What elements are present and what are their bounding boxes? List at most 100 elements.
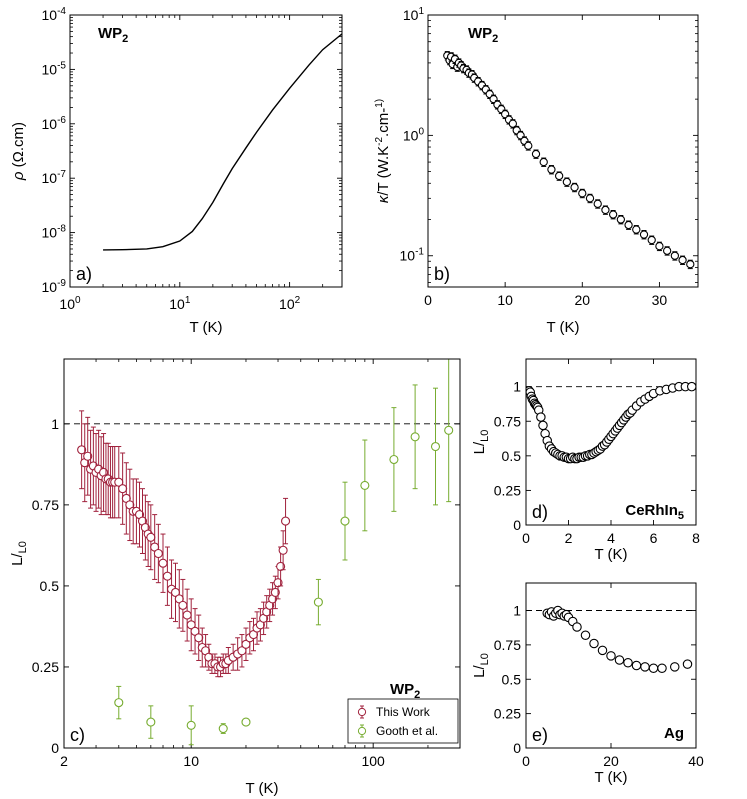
x-tick-label: 101 bbox=[169, 295, 191, 312]
legend-label: This Work bbox=[376, 705, 431, 719]
x-axis-label: T (K) bbox=[189, 319, 222, 336]
legend-label: Gooth et al. bbox=[376, 724, 438, 738]
series-1-point bbox=[606, 651, 616, 661]
panel-a: 100 101 102 10-9 10-8 10-7 10-6 10-5 10-4 a) WP2 T … bbox=[10, 6, 343, 336]
x-tick-label: 2 bbox=[565, 530, 573, 546]
legend-marker bbox=[357, 707, 367, 717]
series-1-point bbox=[77, 445, 87, 455]
series-1-point bbox=[578, 189, 587, 198]
series-1-point bbox=[538, 420, 548, 431]
y-axis-label: L/L0 bbox=[471, 430, 491, 455]
x-tick-label: 10 bbox=[497, 292, 513, 308]
series-1-point bbox=[585, 194, 595, 203]
panel-label: d) bbox=[532, 502, 548, 522]
annotation: WP2 bbox=[98, 25, 128, 45]
series-1-point bbox=[531, 149, 541, 159]
series-1-point bbox=[682, 659, 693, 669]
series-1-point bbox=[276, 561, 286, 572]
series-1-point bbox=[616, 215, 626, 224]
y-tick-label: 0.25 bbox=[494, 482, 521, 498]
y-tick-label: 0.75 bbox=[494, 637, 521, 653]
series-1-point bbox=[273, 578, 283, 588]
series-1-point bbox=[570, 183, 579, 192]
y-tick-label: 0.25 bbox=[494, 706, 521, 722]
series-2-point bbox=[313, 597, 323, 607]
y-tick-label: 1 bbox=[513, 379, 521, 395]
series-1-point bbox=[572, 622, 582, 632]
series-1-point bbox=[178, 600, 188, 610]
axes-frame bbox=[427, 14, 699, 288]
panel-label: a) bbox=[76, 264, 92, 284]
series-1-point bbox=[648, 663, 659, 673]
series-1-point bbox=[547, 165, 556, 174]
y-tick-label: 0 bbox=[51, 740, 59, 756]
series-1-point bbox=[623, 657, 633, 668]
x-axis-label: T (K) bbox=[546, 319, 579, 336]
x-tick-label: 100 bbox=[361, 753, 385, 769]
series-1-point bbox=[608, 210, 618, 219]
series-1-point bbox=[678, 255, 687, 265]
series-1-point bbox=[508, 119, 518, 128]
series-1-point bbox=[687, 381, 696, 392]
x-tick-label: 100 bbox=[59, 295, 81, 312]
x-tick-label: 2 bbox=[60, 753, 68, 769]
legend-box bbox=[347, 698, 459, 744]
panel-label: e) bbox=[532, 725, 548, 745]
series-1-point bbox=[593, 199, 602, 208]
plot-area bbox=[443, 51, 695, 270]
y-tick-label: 0.25 bbox=[32, 659, 59, 675]
annotation: WP2 bbox=[390, 681, 420, 701]
x-tick-label: 0 bbox=[424, 292, 432, 308]
axes-frame bbox=[525, 582, 697, 749]
y-axis-label: κ/T (W.K-2.cm-1) bbox=[374, 99, 392, 203]
y-tick-label: 10-9 bbox=[42, 278, 67, 295]
series-1-point bbox=[278, 545, 288, 555]
series-1-point bbox=[281, 516, 291, 526]
y-tick-label: 10-5 bbox=[42, 60, 67, 77]
y-tick-label: 1 bbox=[513, 603, 521, 619]
panel-d: 0 2 4 6 8 0 0.25 0.5 0.75 1 d) CeRhIn5 T (K) L/L0 bbox=[471, 358, 700, 563]
x-axis-label: T (K) bbox=[594, 546, 627, 563]
series-2-point bbox=[444, 425, 454, 435]
x-tick-label: 6 bbox=[650, 530, 658, 546]
series-1-point bbox=[580, 630, 591, 640]
series-1-point bbox=[624, 220, 633, 230]
x-tick-label: 20 bbox=[574, 292, 590, 308]
series-2-point bbox=[389, 454, 399, 465]
panel-e: 0 20 40 0 0.25 0.5 0.75 1 e) Ag T (K) L/L0 bbox=[471, 582, 704, 786]
y-tick-label: 0.5 bbox=[40, 578, 60, 594]
x-tick-label: 0 bbox=[522, 753, 530, 769]
x-axis-label: T (K) bbox=[594, 769, 627, 786]
plot-area bbox=[542, 605, 693, 673]
x-tick-label: 4 bbox=[607, 530, 615, 546]
panel-label: c) bbox=[70, 725, 85, 745]
x-tick-label: 40 bbox=[688, 753, 704, 769]
series-1-point bbox=[589, 638, 599, 649]
series-2-point bbox=[410, 432, 420, 442]
series-1-point bbox=[640, 662, 650, 672]
series-1-point bbox=[686, 260, 695, 269]
series-1-point bbox=[597, 645, 608, 656]
series-1-point bbox=[162, 571, 172, 581]
series-2-point bbox=[241, 717, 251, 727]
series-2-point bbox=[360, 480, 370, 490]
series-1-point bbox=[669, 662, 680, 672]
panel-b: 0 10 20 30 10-1 100 101 b) WP2 T (K) κ/T (W.K-2.cm… bbox=[374, 6, 699, 336]
y-axis-label: L/L0 bbox=[471, 653, 491, 678]
series-2-point bbox=[114, 698, 124, 708]
y-tick-label: 10-4 bbox=[42, 6, 67, 23]
series-1-line bbox=[103, 33, 342, 251]
annotation: Ag bbox=[664, 725, 684, 742]
series-1-point bbox=[632, 225, 641, 234]
plot-area bbox=[103, 33, 342, 251]
series-1-point bbox=[118, 484, 128, 494]
panel-c: 2 10 100 0 0.25 0.5 0.75 1 c) WP2 T (K) L/L0 This Wo… bbox=[9, 358, 461, 797]
y-tick-label: 0.5 bbox=[502, 671, 522, 687]
legend: This Work Gooth et al. bbox=[347, 698, 459, 744]
series-1-point bbox=[562, 177, 572, 187]
series-1-point bbox=[536, 412, 546, 422]
series-2-point bbox=[186, 720, 196, 730]
series-1-point bbox=[539, 157, 548, 167]
axes-frame bbox=[63, 358, 461, 749]
y-tick-label: 1 bbox=[51, 416, 59, 432]
